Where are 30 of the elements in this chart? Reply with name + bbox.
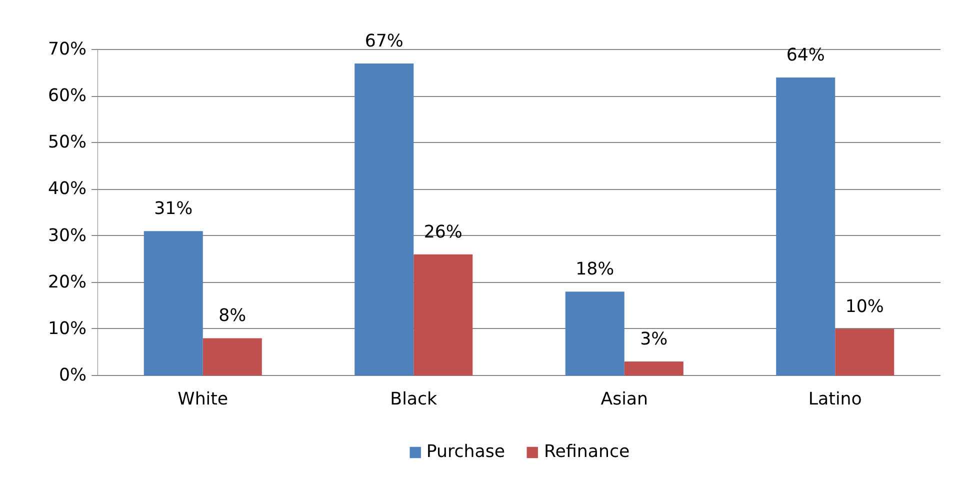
bar: [144, 231, 203, 376]
bar: [776, 77, 836, 376]
bar: [354, 63, 414, 376]
y-tick-label: 0%: [59, 366, 87, 386]
bar: [835, 328, 894, 376]
data-label: 67%: [364, 31, 404, 52]
x-tick-label: Latino: [808, 390, 862, 410]
bar: [414, 254, 473, 376]
x-tick-label: Asian: [600, 390, 648, 410]
y-tick-label: 60%: [48, 86, 86, 106]
x-tick-label: Black: [390, 390, 438, 410]
bar: [565, 292, 624, 376]
bar: [624, 362, 684, 376]
y-tick-label: 10%: [48, 318, 86, 339]
y-tick-label: 20%: [48, 272, 86, 292]
data-label: 8%: [218, 306, 246, 326]
y-tick-label: 40%: [48, 179, 86, 200]
x-tick-label: White: [178, 390, 228, 410]
y-tick-label: 70%: [48, 40, 86, 60]
y-tick-label: 30%: [48, 226, 86, 246]
data-label: 10%: [845, 296, 884, 317]
data-label: 31%: [154, 199, 193, 220]
legend-label: Purchase: [426, 442, 506, 462]
data-label: 26%: [424, 222, 462, 242]
bar: [202, 338, 262, 376]
legend-label: Refinance: [544, 442, 630, 462]
data-label: 64%: [786, 45, 825, 66]
data-label: 3%: [640, 330, 668, 350]
y-tick-label: 50%: [48, 132, 86, 153]
data-label: 18%: [576, 260, 614, 280]
